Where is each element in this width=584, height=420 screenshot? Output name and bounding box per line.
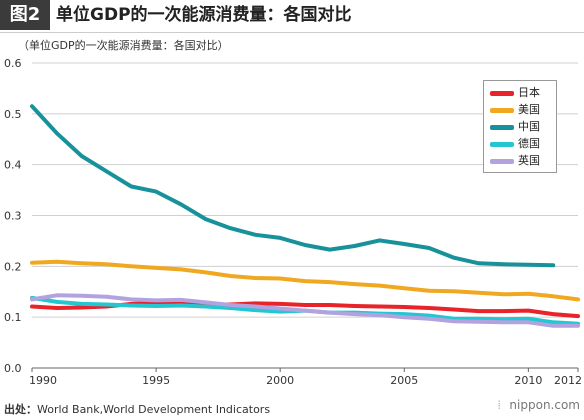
- x-tick-label: 2005: [390, 374, 418, 387]
- series-line-1: [30, 259, 580, 302]
- legend-swatch: [490, 159, 514, 164]
- source-text: World Bank,World Development Indicators: [37, 403, 271, 416]
- legend-swatch: [490, 142, 514, 147]
- brand-name: nippon.com: [509, 398, 580, 412]
- brand-logo: ⁞ nippon.com: [497, 398, 580, 412]
- y-tick-label: 0.1: [4, 311, 22, 324]
- x-tick-label: 2010: [514, 374, 542, 387]
- y-tick-label: 0.6: [4, 57, 22, 70]
- source-note: 出处：World Bank,World Development Indicato…: [4, 401, 270, 417]
- header-divider: [0, 32, 584, 33]
- legend-item: 美国: [490, 102, 554, 118]
- legend-label: 美国: [518, 103, 540, 116]
- legend-swatch: [490, 91, 514, 96]
- axes: 0.0 0.1 0.2 0.3 0.4 0.5 0.6 1990 1995 2000 2005 201…: [4, 57, 582, 387]
- y-tick-label: 0.0: [4, 362, 22, 375]
- x-tick-label: 2012: [554, 374, 582, 387]
- x-tick-label: 1990: [29, 374, 57, 387]
- legend-swatch: [490, 125, 514, 130]
- figure-title: 单位GDP的一次能源消费量：各国对比: [56, 5, 352, 25]
- unit-note: （单位GDP的一次能源消费量：各国对比）: [18, 39, 229, 52]
- legend-label: 德国: [518, 137, 540, 150]
- legend-label: 英国: [518, 154, 540, 167]
- series-lines: [30, 104, 580, 328]
- series-line-4: [30, 293, 580, 328]
- legend-item: 中国: [490, 119, 554, 135]
- series-line-2: [30, 104, 556, 268]
- legend-item: 德国: [490, 136, 554, 152]
- source-label: 出处：: [4, 403, 37, 416]
- legend-swatch: [490, 108, 514, 113]
- x-tick-label: 2000: [266, 374, 294, 387]
- legend-item: 英国: [490, 153, 554, 169]
- x-tick-label: 1995: [142, 374, 170, 387]
- y-tick-label: 0.2: [4, 260, 22, 273]
- legend-label: 日本: [518, 86, 540, 99]
- chart-legend: 日本美国中国德国英国: [483, 80, 557, 173]
- y-tick-label: 0.3: [4, 210, 22, 223]
- legend-label: 中国: [518, 120, 540, 133]
- y-tick-label: 0.4: [4, 159, 22, 172]
- figure-header: 图2 单位GDP的一次能源消费量：各国对比: [0, 0, 584, 33]
- figure-number-badge: 图2: [0, 0, 50, 30]
- bars-icon: ⁞: [497, 398, 502, 412]
- y-tick-label: 0.5: [4, 108, 22, 121]
- legend-item: 日本: [490, 85, 554, 101]
